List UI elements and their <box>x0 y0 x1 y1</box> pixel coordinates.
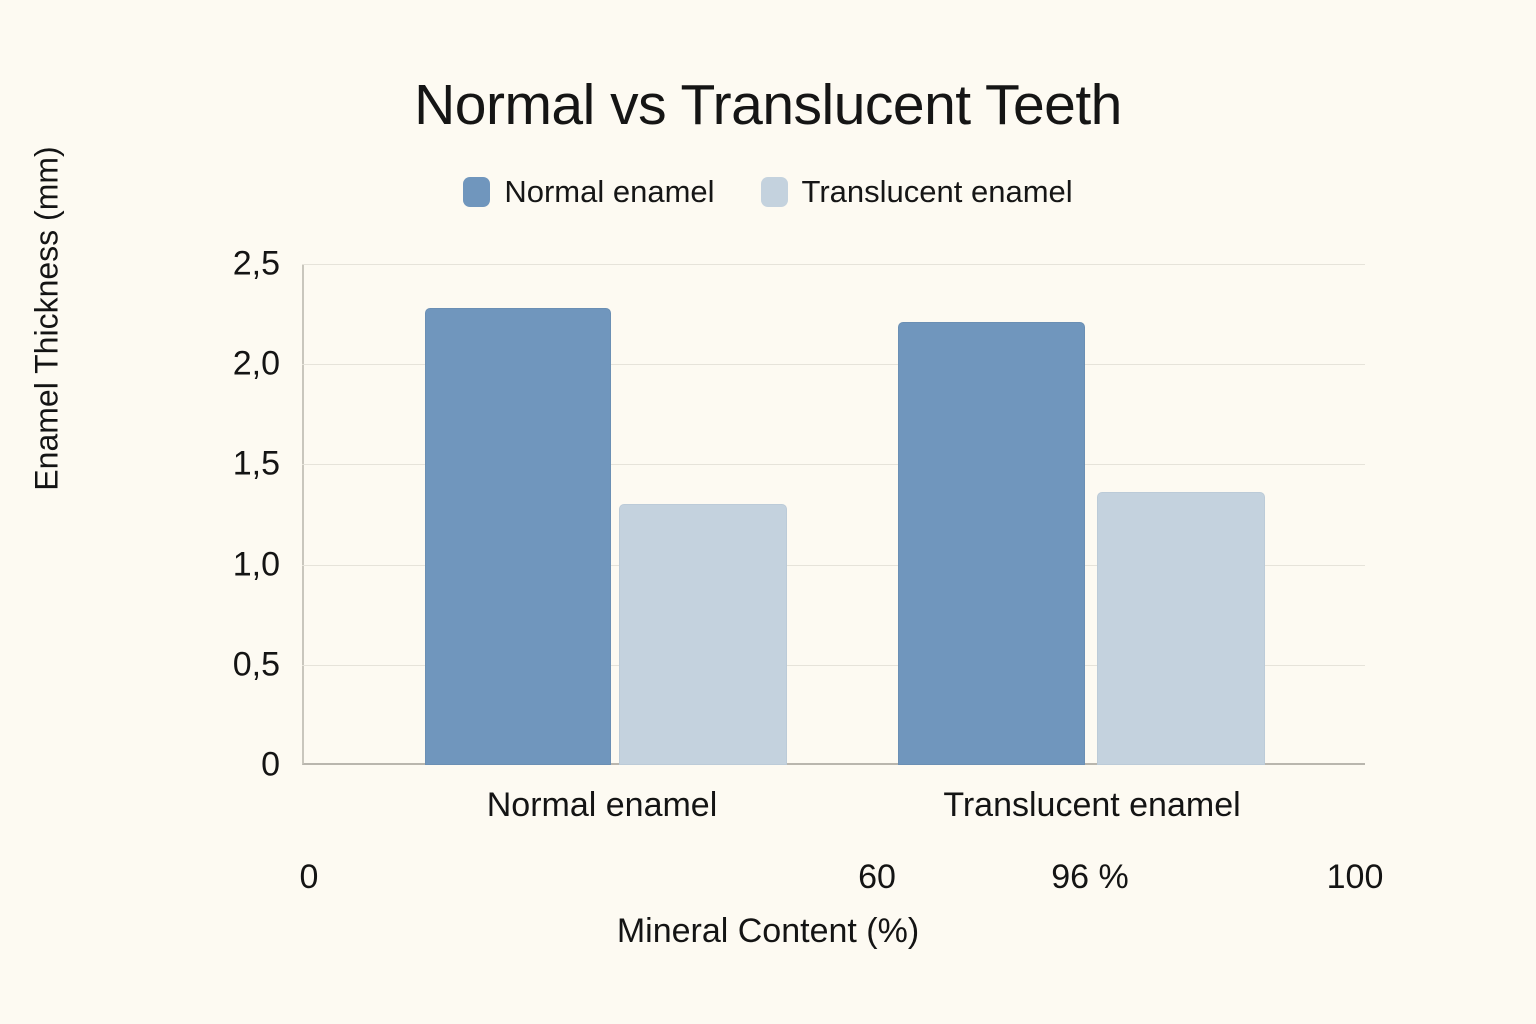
y-tick-0: 0 <box>261 745 280 784</box>
y-tick-2-0: 2,0 <box>232 344 280 383</box>
plot-frame <box>302 264 1365 765</box>
bar-normal-enamel-group-1[interactable] <box>425 308 611 765</box>
gridline-2-5 <box>302 264 1365 265</box>
legend-item-translucent-enamel[interactable]: Translucent enamel <box>760 174 1073 209</box>
x-scale-label-60: 60 <box>858 858 896 896</box>
y-axis-title: Enamel Thickness (mm) <box>28 146 65 491</box>
legend-label-normal-enamel: Normal enamel <box>504 174 715 209</box>
y-axis-ticks: 2,5 2,0 1,5 1,0 0,5 0 <box>150 245 280 784</box>
chart-legend: Normal enamel Translucent enamel <box>0 176 1536 207</box>
legend-item-normal-enamel[interactable]: Normal enamel <box>463 174 715 209</box>
x-category-label-normal-enamel: Normal enamel <box>486 786 718 824</box>
bar-normal-enamel-group-2[interactable] <box>898 322 1085 765</box>
x-scale-label-100: 100 <box>1326 858 1384 896</box>
gridline-2-0 <box>302 364 1365 365</box>
x-scale-label-0: 0 <box>299 858 319 896</box>
chart-title: Normal vs Translucent Teeth <box>414 73 1122 137</box>
y-tick-1-0: 1,0 <box>232 545 280 584</box>
x-category-label-translucent-enamel: Translucent enamel <box>943 786 1241 824</box>
legend-swatch-icon-translucent-enamel <box>760 176 788 207</box>
y-tick-2-5: 2,5 <box>232 244 280 283</box>
bar-translucent-enamel-group-2[interactable] <box>1097 492 1265 765</box>
x-scale-label-96-percent: 96 % <box>1051 858 1129 896</box>
bar-translucent-enamel-group-1[interactable] <box>619 504 787 765</box>
legend-swatch-icon-normal-enamel <box>463 176 491 207</box>
plot-area <box>302 264 1365 765</box>
gridline-1-5 <box>302 464 1365 465</box>
gridline-0-5 <box>302 665 1365 666</box>
y-tick-0-5: 0,5 <box>232 645 280 684</box>
x-axis-title: Mineral Content (%) <box>616 912 920 950</box>
y-tick-1-5: 1,5 <box>232 444 280 483</box>
legend-label-translucent-enamel: Translucent enamel <box>801 174 1073 209</box>
gridline-1-0 <box>302 565 1365 566</box>
